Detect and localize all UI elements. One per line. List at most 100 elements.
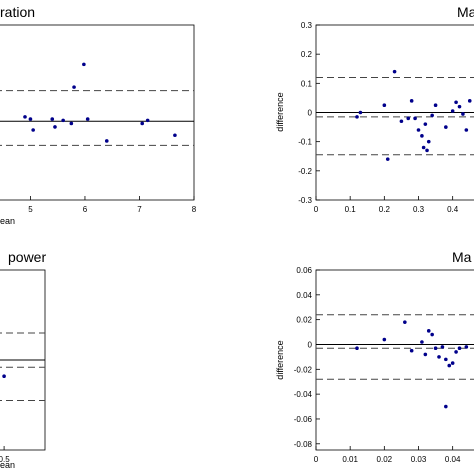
data-point (437, 355, 441, 359)
y-tick-label: 0.06 (296, 266, 312, 275)
data-point (423, 122, 428, 126)
data-point (416, 128, 421, 132)
panel-top-left-frame (0, 24, 195, 201)
data-point (413, 116, 417, 121)
data-point (433, 103, 438, 108)
y-tick-label: 0.2 (301, 50, 313, 59)
data-point (403, 320, 407, 324)
y-tick-label: -0.3 (298, 196, 312, 205)
x-tick-label: 0.4 (447, 205, 459, 214)
data-point (430, 332, 434, 337)
data-point (467, 99, 472, 103)
data-point (355, 115, 359, 119)
panel-bottom-right-frame (315, 269, 474, 451)
data-point (61, 118, 65, 123)
data-point (423, 352, 428, 357)
data-point (454, 350, 458, 354)
data-point (461, 112, 465, 116)
data-point (406, 116, 411, 121)
data-point (382, 337, 387, 342)
data-point (425, 148, 429, 153)
panel-bottom-left-title: power (8, 249, 46, 265)
panel-top-right-ylabel: difference (275, 92, 285, 131)
y-tick-label: -0.08 (294, 440, 313, 449)
data-point (444, 357, 448, 362)
data-point (430, 113, 434, 118)
x-tick-label: 0.2 (379, 205, 391, 214)
x-tick-label: 0 (314, 205, 319, 214)
data-point (426, 139, 431, 144)
data-point (140, 121, 145, 126)
data-point (420, 340, 424, 344)
y-tick-label: -0.2 (298, 167, 312, 176)
data-point (450, 361, 455, 365)
y-tick-label: 0 (308, 340, 313, 349)
x-tick-label: 0.03 (411, 455, 427, 464)
panel-0-marks: 5 6 7 8 (0, 62, 197, 214)
x-tick-label: 0 (314, 455, 319, 464)
x-tick-label: 0.5 (0, 455, 10, 464)
panel-1-marks: 0 0.1 0.2 0.3 0.4 -0.3 -0.2 -0.1 0 0.1 0.2 0.3 (298, 21, 474, 214)
data-point (173, 133, 177, 138)
panel-bottom-left-xlabel: ean (0, 460, 15, 470)
y-tick-label: 0.02 (296, 316, 312, 325)
data-point (53, 125, 57, 129)
data-point (358, 110, 363, 115)
panel-bottom-left: power 0.5 ean (0, 249, 46, 470)
y-tick-label: -0.06 (294, 415, 313, 424)
data-point (85, 117, 90, 121)
y-tick-label: -0.04 (294, 390, 313, 399)
x-tick-label: 5 (28, 205, 33, 214)
panel-3-marks: 0 0.01 0.02 0.03 0.04 -0.08 -0.06 -0.04 -0.02 0 0.… (294, 266, 474, 464)
y-tick-label: 0.3 (301, 21, 313, 30)
data-point (457, 346, 462, 351)
panel-top-left: ration 5 6 7 8 ean (0, 4, 197, 226)
y-tick-label: -0.1 (298, 138, 312, 147)
data-point (355, 346, 359, 351)
y-tick-label: 0.1 (301, 79, 313, 88)
x-tick-label: 0.01 (342, 455, 358, 464)
x-tick-label: 0.02 (377, 455, 393, 464)
panel-bottom-right: Ma 0 0.01 0.02 0.03 0.04 -0.08 -0.06 -0.04 -0.02… (275, 249, 474, 464)
data-point (420, 134, 424, 138)
data-point (464, 128, 469, 132)
x-tick-label: 7 (137, 205, 142, 214)
data-point (409, 99, 414, 103)
data-point (69, 121, 74, 126)
x-tick-label: 8 (192, 205, 197, 214)
data-point (433, 346, 438, 351)
data-point (447, 363, 452, 368)
data-point (399, 119, 404, 124)
y-tick-label: 0.04 (296, 291, 312, 300)
data-point (82, 62, 86, 67)
x-tick-label: 6 (83, 205, 88, 214)
data-point (382, 103, 387, 108)
data-point (104, 139, 109, 143)
data-point (385, 157, 390, 161)
data-point (50, 117, 55, 121)
panel-2-marks: 0.5 (0, 332, 45, 464)
data-point (457, 104, 462, 109)
x-tick-label: 0.04 (445, 455, 461, 464)
data-point (440, 345, 445, 349)
panel-top-right: Ma 0 0.1 0.2 0.3 0.4 -0.3 -0.2 -0.1 0 0.1 0.2 0.3 d… (275, 4, 474, 214)
panel-top-right-title: Ma (457, 4, 474, 20)
data-point (23, 115, 27, 119)
data-point (426, 329, 431, 333)
panel-top-left-xlabel: ean (0, 216, 15, 226)
data-point (454, 100, 458, 105)
data-point (444, 404, 448, 409)
data-point (450, 109, 455, 113)
panel-bottom-right-ylabel: difference (275, 340, 285, 379)
x-tick-label: 0.3 (413, 205, 425, 214)
data-point (28, 117, 33, 121)
data-point (145, 118, 150, 123)
x-tick-label: 0.1 (345, 205, 357, 214)
data-point (464, 345, 469, 349)
data-point (2, 374, 6, 379)
data-point (421, 145, 426, 150)
data-point (392, 69, 397, 74)
panel-top-left-title: ration (0, 4, 35, 20)
panel-bottom-right-title: Ma (452, 249, 472, 265)
